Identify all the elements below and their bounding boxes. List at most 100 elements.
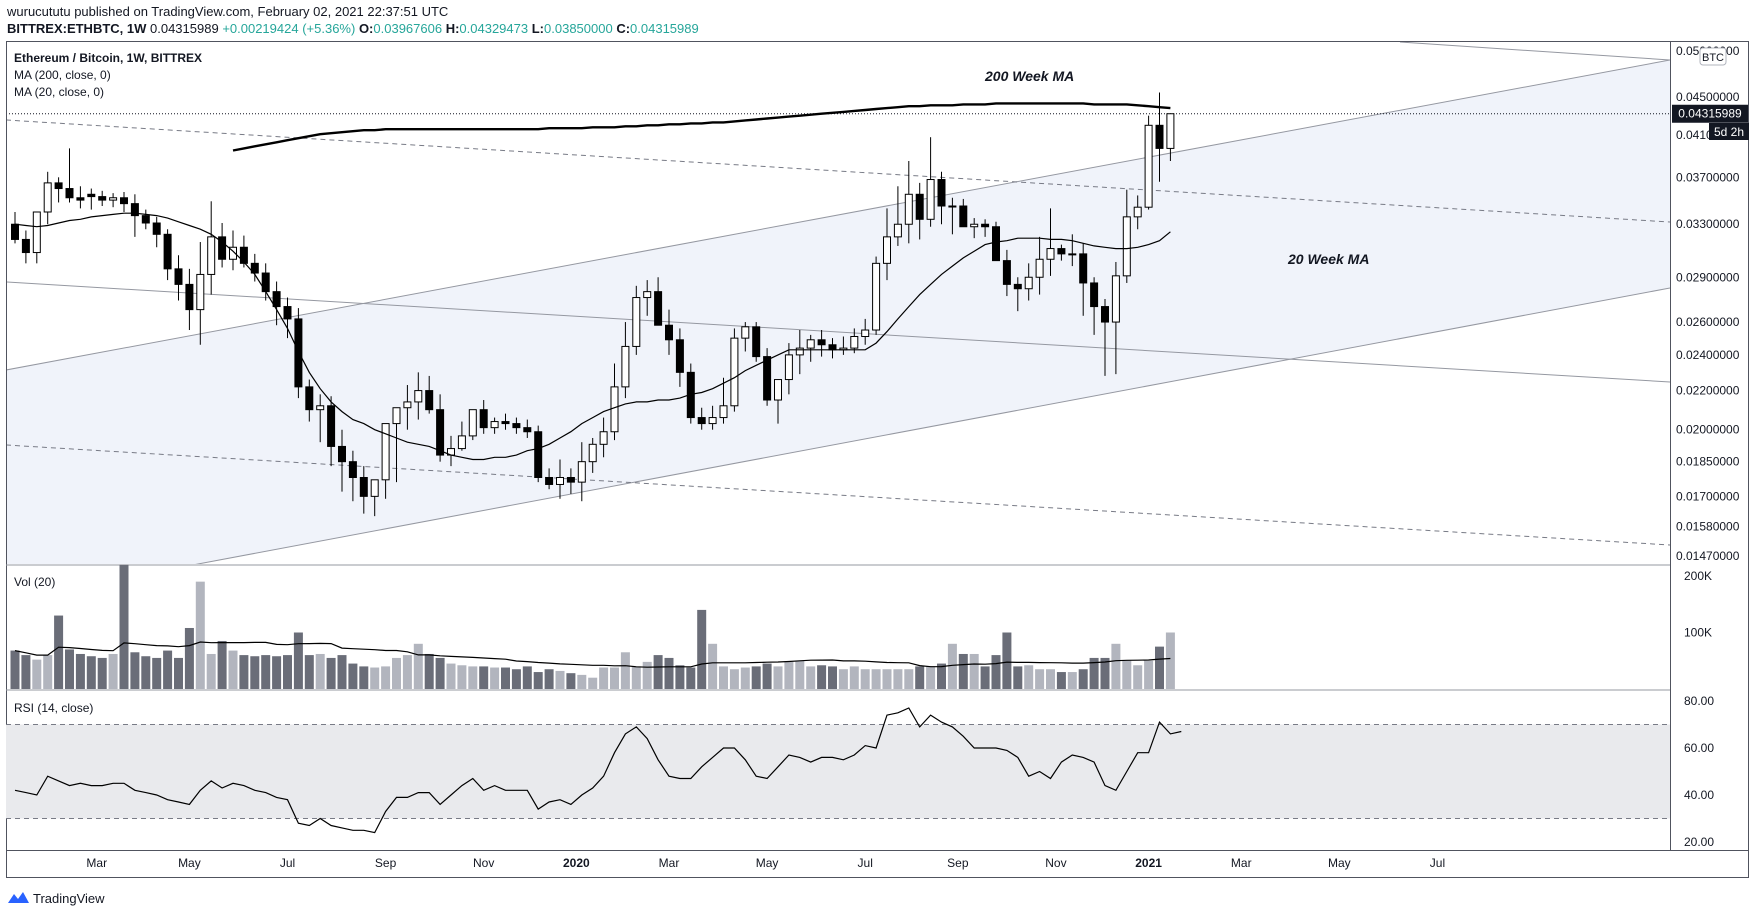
candle-body	[719, 405, 728, 419]
candle	[468, 409, 477, 441]
volume-bar	[184, 627, 194, 689]
candle	[861, 318, 870, 345]
candle-body	[218, 236, 227, 260]
volume-bar	[272, 656, 282, 689]
volume-bar	[75, 653, 85, 689]
time-tick: Jul	[280, 856, 295, 870]
volume-bar	[719, 666, 728, 689]
volume-bar	[370, 667, 380, 689]
candle-body	[981, 223, 990, 228]
candle	[730, 328, 739, 412]
candle-body	[577, 461, 586, 483]
top-trendline	[1399, 42, 1670, 61]
tradingview-brand[interactable]: TradingView	[33, 891, 105, 906]
volume-bar	[1035, 669, 1045, 689]
candle	[11, 211, 19, 244]
candle	[708, 405, 717, 430]
volume-bar	[969, 653, 979, 689]
volume-bar	[435, 657, 445, 689]
candle-body	[926, 179, 935, 220]
candle-body	[523, 427, 532, 433]
candle-body	[937, 179, 946, 207]
candle	[697, 407, 706, 430]
ma200-annotation: 200 Week MA	[984, 68, 1074, 84]
candle-body	[196, 273, 205, 311]
candle	[65, 148, 74, 203]
candle	[1111, 261, 1120, 375]
candle-body	[261, 272, 270, 293]
candle	[1144, 115, 1153, 210]
candle	[904, 161, 913, 244]
candle	[621, 322, 630, 399]
last-price: 0.04315989	[146, 21, 219, 36]
candle-body	[283, 306, 292, 320]
candle-body	[272, 291, 281, 308]
currency-badge[interactable]	[1699, 47, 1727, 66]
candle	[1035, 236, 1044, 295]
time-axis[interactable]: Mar May Jul Sep Nov 2020 Mar May Jul Sep Nov 2021 Ma…	[86, 856, 1445, 870]
candle-body	[654, 291, 663, 326]
candle-body	[817, 339, 826, 346]
time-tick: May	[1328, 856, 1351, 870]
candle	[1122, 189, 1131, 283]
candle	[272, 281, 281, 326]
candle	[490, 417, 499, 434]
time-tick: 2020	[563, 856, 590, 870]
candle	[665, 309, 673, 355]
candle	[795, 330, 804, 375]
candle	[120, 191, 128, 212]
candle-body	[152, 222, 161, 235]
candle-body	[599, 431, 608, 445]
candle	[283, 297, 292, 339]
volume-bar	[468, 666, 478, 689]
volume-bar	[304, 655, 314, 689]
candle-body	[1068, 253, 1077, 256]
candle	[643, 280, 652, 316]
candle-body	[1101, 306, 1109, 323]
candle	[109, 193, 118, 208]
volume-bar	[806, 666, 816, 689]
volume-bar	[1002, 632, 1012, 689]
volume-bar	[217, 640, 227, 689]
candle-body	[588, 443, 597, 463]
channel-lower-line	[195, 287, 1670, 564]
candle-body	[141, 215, 150, 224]
author-name[interactable]: wurucututu	[7, 4, 71, 19]
symbol-ohlc-line: BITTREX:ETHBTC, 1W 0.04315989 +0.0021942…	[7, 21, 699, 36]
candle-body	[163, 233, 172, 270]
rsi-tick: 80.00	[1684, 694, 1714, 708]
candle	[893, 186, 902, 246]
candle-body	[893, 223, 902, 238]
candle	[316, 394, 325, 443]
time-tick: Jul	[858, 856, 873, 870]
candle-body	[806, 339, 815, 349]
candle	[327, 396, 336, 467]
candle	[1002, 249, 1011, 297]
volume-bar	[1078, 669, 1088, 689]
rsi-tick: 40.00	[1684, 788, 1714, 802]
volume-bar	[1165, 632, 1175, 689]
close-value: 0.04315989	[630, 21, 699, 36]
candle-body	[774, 379, 782, 401]
candle	[1046, 208, 1055, 276]
candle	[915, 182, 924, 240]
candle	[599, 417, 608, 458]
volume-bar	[926, 666, 936, 689]
candle-body	[1057, 248, 1066, 255]
tradingview-logo-icon[interactable]	[8, 892, 29, 903]
candle-body	[883, 236, 891, 264]
chart-title: Ethereum / Bitcoin, 1W, BITTREX	[14, 51, 203, 65]
candle	[959, 198, 968, 228]
volume-bar	[675, 665, 685, 689]
volume-bar	[533, 672, 543, 689]
candle	[970, 218, 979, 239]
candle	[1024, 263, 1033, 301]
volume-bar	[653, 655, 663, 689]
candle-body	[828, 344, 837, 351]
candle-body	[1166, 113, 1175, 149]
volume-bar	[10, 650, 20, 689]
channel-band	[7, 60, 1670, 564]
volume-bar	[1122, 660, 1132, 689]
price-tick: 0.01850000	[1676, 455, 1740, 469]
